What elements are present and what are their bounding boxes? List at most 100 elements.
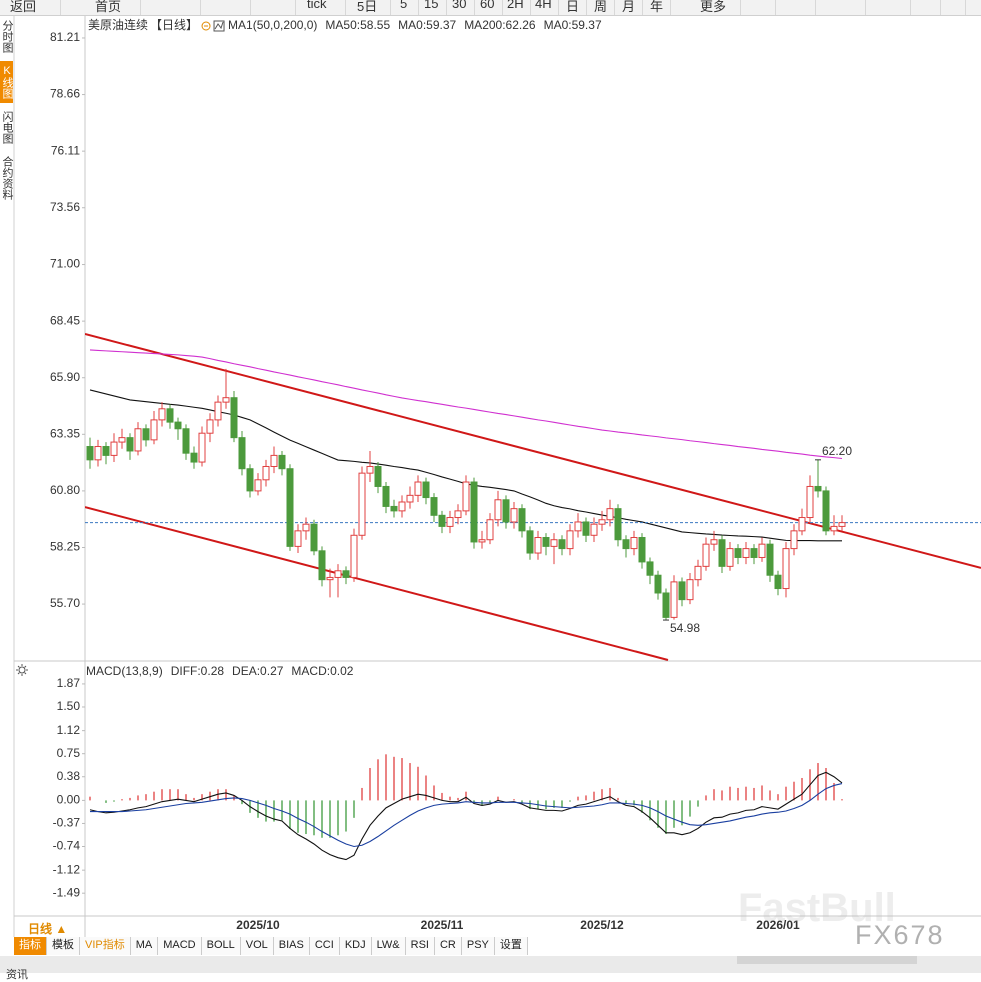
- tab[interactable]: CR: [434, 937, 462, 955]
- settings-icon[interactable]: [16, 664, 28, 676]
- candle-body: [718, 539, 726, 567]
- candle-body: [470, 481, 478, 543]
- macd-line: [90, 783, 843, 848]
- candle-body: [654, 574, 662, 594]
- tab[interactable]: BIAS: [273, 937, 310, 955]
- candle-body: [646, 561, 654, 576]
- toolbar-item[interactable]: 首页: [95, 0, 122, 14]
- toolbar-item[interactable]: 日: [566, 0, 580, 14]
- candle-body: [422, 481, 430, 499]
- x-tick-label: 2025/11: [421, 918, 464, 932]
- toolbar-item[interactable]: 15: [424, 0, 439, 11]
- legend-item: MACD(13,8,9): [86, 664, 163, 678]
- candle-body: [158, 408, 166, 421]
- y-tick-label: 1.12: [57, 723, 81, 737]
- y-tick-label: -0.37: [53, 816, 81, 830]
- candle-body: [270, 454, 278, 467]
- candle-body: [454, 510, 462, 519]
- y-tick-label: 71.00: [50, 257, 80, 271]
- toolbar-item[interactable]: 月: [622, 0, 636, 14]
- candle-body: [558, 539, 566, 550]
- tab[interactable]: CCI: [309, 937, 340, 955]
- candle-body: [446, 517, 454, 527]
- period-label: 【日线】: [150, 18, 198, 32]
- scroll-thumb[interactable]: [737, 956, 917, 964]
- candle-body: [574, 521, 582, 532]
- tab[interactable]: 设置: [494, 937, 528, 955]
- toolbar-item[interactable]: tick: [307, 0, 327, 11]
- toolbar-item[interactable]: 60: [480, 0, 495, 11]
- ma-icon: [213, 20, 225, 32]
- candle-body: [326, 576, 334, 581]
- candle-body: [494, 499, 502, 521]
- tab[interactable]: 指标: [14, 937, 47, 955]
- tab[interactable]: RSI: [405, 937, 435, 955]
- sidebar-tab[interactable]: K线图: [0, 61, 13, 103]
- candle-body: [238, 437, 246, 470]
- candle-body: [374, 465, 382, 487]
- y-tick-label: -1.49: [53, 885, 81, 899]
- tab[interactable]: 模板: [47, 937, 80, 955]
- y-tick-label: 76.11: [51, 143, 80, 157]
- y-tick-label: 0.75: [57, 746, 81, 760]
- sidebar-tab[interactable]: 分时图: [1, 20, 13, 53]
- tab[interactable]: BOLL: [201, 937, 241, 955]
- candle-body: [758, 543, 766, 558]
- tab[interactable]: VOL: [240, 937, 274, 955]
- y-tick-label: 68.45: [50, 313, 80, 327]
- toolbar-item[interactable]: 5日: [357, 0, 378, 14]
- candle-body: [190, 452, 198, 463]
- candle-body: [310, 523, 318, 552]
- low-label: 54.98: [670, 621, 700, 635]
- toolbar-item[interactable]: 30: [452, 0, 467, 11]
- tab[interactable]: PSY: [461, 937, 495, 955]
- candle-body: [798, 517, 806, 532]
- y-tick-label: -0.74: [53, 839, 81, 853]
- candle-body: [398, 501, 406, 512]
- toolbar-item[interactable]: 返回: [10, 0, 37, 14]
- tab[interactable]: LW&: [371, 937, 406, 955]
- x-tick-label: 2025/10: [236, 918, 280, 932]
- toolbar-item[interactable]: 年: [650, 0, 664, 14]
- tab[interactable]: MA: [130, 937, 159, 955]
- candle-body: [262, 465, 270, 481]
- y-tick-label: 60.80: [50, 483, 80, 497]
- sidebar-tab[interactable]: 合约资料: [1, 156, 13, 200]
- candle-body: [390, 505, 398, 512]
- candle-body: [406, 494, 414, 503]
- sidebar-tab[interactable]: 闪电图: [1, 111, 13, 144]
- tab[interactable]: MACD: [158, 937, 202, 955]
- period-selector[interactable]: 日线 ▲: [28, 922, 68, 936]
- y-tick-label: 0.38: [57, 769, 81, 783]
- candle-body: [438, 514, 446, 527]
- candle-body: [182, 428, 190, 454]
- toolbar-item[interactable]: 周: [594, 0, 608, 14]
- candle-body: [334, 570, 342, 578]
- indicator-tabs: 指标 模板 VIP指标 MA MACD BOLL VOL BIAS CCI KD…: [14, 937, 528, 955]
- candle-body: [118, 437, 126, 443]
- candle-body: [142, 428, 150, 441]
- toolbar-item[interactable]: 更多: [700, 0, 727, 14]
- moving-average: [89, 349, 843, 460]
- candle-body: [638, 537, 646, 563]
- price-pane: 54.98 62.20: [85, 333, 981, 661]
- candle-body: [206, 419, 214, 434]
- watermark: FX678: [855, 920, 945, 950]
- toolbar-item[interactable]: 4H: [535, 0, 552, 11]
- candle-body: [822, 490, 830, 532]
- toolbar-item[interactable]: 5: [400, 0, 408, 11]
- y-tick-label: 0.00: [57, 793, 81, 807]
- toolbar-item[interactable]: 2H: [507, 0, 524, 11]
- trend-line: [85, 506, 669, 661]
- candle-body: [814, 485, 822, 492]
- candle-body: [790, 530, 798, 550]
- candle-body: [670, 581, 678, 618]
- candle-body: [382, 485, 390, 507]
- tab[interactable]: KDJ: [339, 937, 372, 955]
- candle-body: [94, 446, 102, 461]
- candle-body: [686, 579, 694, 601]
- candle-body: [510, 508, 518, 523]
- tab[interactable]: VIP指标: [80, 937, 131, 955]
